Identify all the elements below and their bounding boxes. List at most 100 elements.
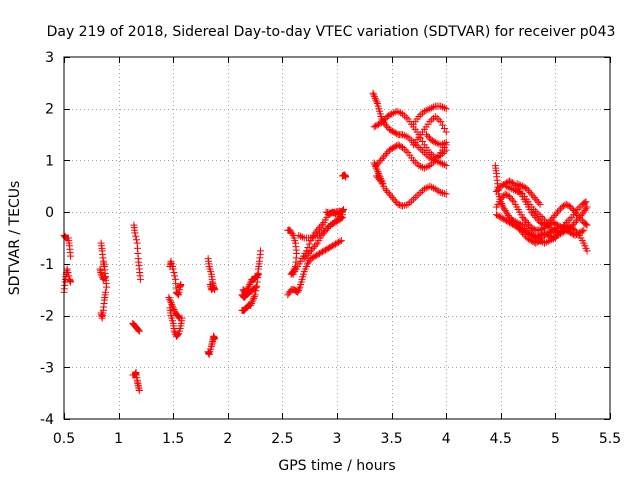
data-point [573,210,581,218]
data-point [440,125,448,133]
data-point [298,233,306,241]
data-point [169,304,177,312]
data-point [250,294,258,302]
data-point [555,206,563,214]
data-point [506,184,514,192]
data-point [551,234,559,242]
data-point [65,272,73,280]
data-point [575,204,583,212]
data-point [422,106,430,114]
data-point [558,203,566,211]
data-point [329,242,337,250]
data-point [511,218,519,226]
data-point [510,186,518,194]
data-point [402,147,410,155]
data-point [316,224,324,232]
data-point [132,232,140,240]
data-point [439,189,447,197]
data-point [371,161,379,169]
data-point [554,208,562,216]
data-point [535,211,543,219]
data-point [437,188,445,196]
data-point [251,291,259,299]
data-point [520,223,528,231]
data-point [515,181,523,189]
data-point [333,239,341,247]
data-point [437,118,445,126]
data-point [372,96,380,104]
data-point [419,109,427,117]
data-point [245,282,253,290]
data-point [246,281,254,289]
data-point [442,162,450,170]
data-point [409,156,417,164]
data-point [399,202,407,210]
data-point [419,147,427,155]
data-point [435,187,443,195]
data-point [400,145,408,153]
data-point [297,232,305,240]
data-point [528,230,536,238]
data-point [387,126,395,134]
data-point [502,182,510,190]
axis-ticks: 0.5 1 1.5 2 2.5 3 3.5 4 4.5 5 5.5 -4 -3 -2 -1 0 1 2 3 [40,50,621,447]
data-point [387,145,395,153]
data-point [372,164,380,172]
x-tick-label: 4 [442,431,451,447]
data-point [254,270,262,278]
data-point [379,180,387,188]
data-point [424,106,432,114]
data-point [97,270,105,278]
data-point [550,235,558,243]
data-point [511,187,519,195]
data-point [513,187,521,195]
data-point [378,155,386,163]
data-point [583,203,591,211]
data-point [508,196,516,204]
data-point [342,173,350,181]
data-point [333,216,341,224]
data-point [439,160,447,168]
y-tick-label: -1 [40,257,54,273]
data-point [440,139,448,147]
data-point [135,327,143,335]
data-point [582,198,590,206]
data-point [504,218,512,226]
data-point [516,225,524,233]
data-point [433,139,441,147]
data-point [498,193,506,201]
data-point [335,214,343,222]
data-point [101,288,109,296]
data-point [546,224,554,232]
y-tick-label: -3 [40,360,54,376]
data-point [517,189,525,197]
data-point [288,269,296,277]
data-point [304,243,312,251]
data-point [420,164,428,172]
data-point [515,188,523,196]
data-point [326,243,334,251]
data-point [440,190,448,198]
data-point [369,89,377,97]
data-point [173,331,181,339]
x-axis-label: GPS time / hours [278,458,395,474]
data-point [581,199,589,207]
data-point [415,162,423,170]
data-point [439,121,447,129]
x-tick-label: 4.5 [490,431,512,447]
data-point [548,225,556,233]
data-point [574,230,582,238]
data-point [428,116,436,124]
data-point [371,94,379,102]
data-point [413,160,421,168]
data-point [402,113,410,121]
data-point [439,140,447,148]
data-point [580,226,588,234]
data-point [552,210,560,218]
data-point [314,225,322,233]
data-point [399,144,407,151]
data-point [247,300,255,308]
data-point [548,215,556,223]
data-point [318,220,326,228]
data-point [533,235,541,243]
